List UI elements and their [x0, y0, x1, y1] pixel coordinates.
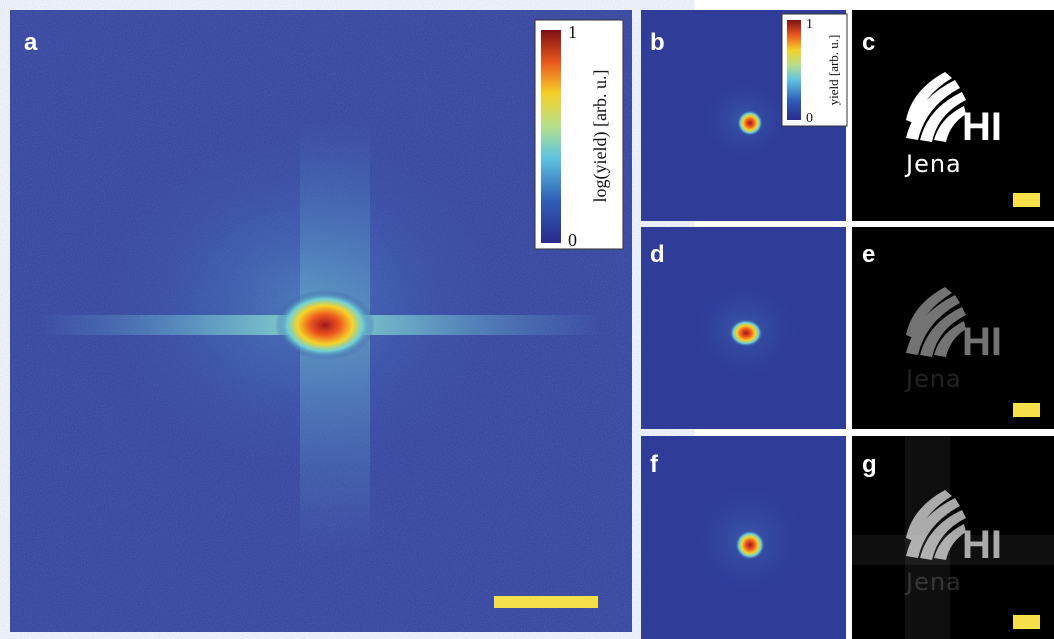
panel-label: c — [862, 29, 875, 56]
panel-e: HI Jena e — [852, 227, 1054, 429]
colorbar-max: 1 — [806, 17, 813, 32]
panel-label: e — [862, 241, 875, 268]
panel-label: f — [650, 451, 659, 478]
panel-g: HI Jena g — [852, 436, 1054, 639]
panel-c: HI Jena c — [852, 10, 1054, 221]
panel-a: a 1 0 log(yield) [arb. u.] — [10, 10, 632, 632]
colorbar-max: 1 — [568, 22, 577, 42]
logo-place: Jena — [904, 150, 962, 178]
panel-label: g — [862, 451, 877, 478]
logo-place: Jena — [904, 568, 962, 596]
colorbar-min: 0 — [806, 111, 813, 126]
panel-label: a — [24, 29, 38, 56]
logo-place: Jena — [904, 365, 962, 393]
logo-mark: HI — [962, 105, 1002, 149]
panel-label: d — [650, 241, 665, 268]
panel-b: b 1 0 yield [arb. u.] — [641, 10, 847, 221]
panel-label: b — [650, 29, 665, 56]
colorbar-min: 0 — [568, 230, 577, 250]
logo-mark: HI — [962, 523, 1002, 567]
colorbar-label: yield [arb. u.] — [826, 35, 841, 106]
logo-mark: HI — [962, 320, 1002, 364]
figure: a 1 0 log(yield) [arb. u.] b 1 0 yield [… — [0, 0, 1054, 639]
panel-d: d — [641, 227, 846, 429]
colorbar-label: log(yield) [arb. u.] — [590, 70, 611, 203]
panel-f: f — [641, 436, 846, 639]
